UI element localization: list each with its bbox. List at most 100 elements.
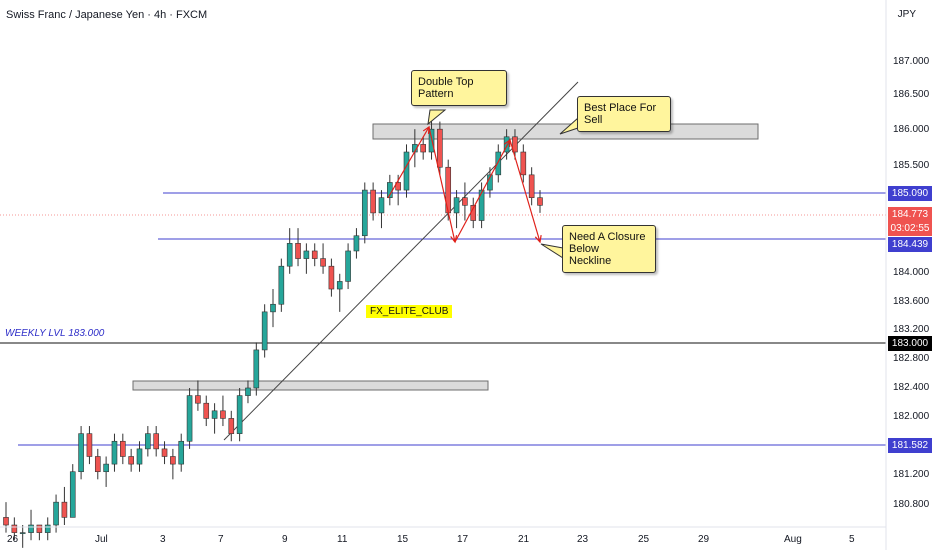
club-tag: FX_ELITE_CLUB xyxy=(366,305,453,318)
best-place-callout: Best Place For Sell xyxy=(577,96,671,132)
lower-level-badge: 181.582 xyxy=(888,438,932,453)
candle-body xyxy=(136,448,143,465)
candle-body xyxy=(495,151,502,176)
arrow-up-1 xyxy=(387,126,430,199)
candle-body xyxy=(328,265,335,290)
candle-body xyxy=(36,524,43,533)
currency-label: JPY xyxy=(897,9,916,20)
candle-body xyxy=(211,410,218,419)
candle-body xyxy=(462,197,468,206)
y-tick-label: 187.000 xyxy=(893,56,930,67)
x-tick-label: 9 xyxy=(282,534,288,545)
candle-body xyxy=(528,174,535,198)
x-tick-label: 7 xyxy=(218,534,224,545)
upper-level-badge: 185.090 xyxy=(888,186,932,201)
need-closure-callout: Need A Closure Below Neckline xyxy=(562,225,656,273)
weekly-level-badge: 183.000 xyxy=(888,336,932,351)
weekly-level-label: WEEKLY LVL 183.000 xyxy=(5,328,105,339)
x-tick-label: 15 xyxy=(397,534,409,545)
countdown-badge: 03:02:55 xyxy=(888,221,932,236)
support-zone xyxy=(132,380,489,391)
candle-body xyxy=(295,243,301,259)
y-tick-label: 184.000 xyxy=(893,267,930,278)
x-tick-label: 26 xyxy=(7,534,19,545)
candle-body xyxy=(195,395,201,404)
candle-body xyxy=(19,532,26,534)
x-tick-label: 25 xyxy=(638,534,650,545)
candle-body xyxy=(78,433,84,473)
candle-body xyxy=(228,418,235,434)
x-tick-label: 11 xyxy=(337,534,348,545)
candle-body xyxy=(178,440,185,465)
symbol-title: Swiss Franc / Japanese Yen · 4h · FXCM xyxy=(6,9,208,21)
candle-body xyxy=(161,448,168,457)
candle-body xyxy=(120,440,126,457)
x-tick-label: 23 xyxy=(577,534,589,545)
need-closure-pointer xyxy=(540,243,564,259)
candle-body xyxy=(303,250,310,259)
candle-body xyxy=(278,265,285,305)
candle-body xyxy=(145,433,151,450)
candle-body xyxy=(520,151,527,176)
y-tick-label: 182.800 xyxy=(893,353,930,364)
candle-body xyxy=(44,524,51,533)
x-tick-label: Aug xyxy=(784,534,802,545)
y-tick-label: 183.600 xyxy=(893,296,930,307)
candle-body xyxy=(253,349,260,389)
candle-body xyxy=(437,128,443,168)
candle-body xyxy=(345,250,351,282)
candle-body xyxy=(311,250,318,259)
candle-body xyxy=(94,456,101,473)
y-tick-label: 186.000 xyxy=(893,124,930,135)
candle-body xyxy=(270,303,276,313)
candle-body xyxy=(320,258,326,267)
candle-body xyxy=(453,197,460,214)
candle-body xyxy=(69,471,76,518)
candle-body xyxy=(403,151,410,191)
y-tick-label: 180.800 xyxy=(893,499,930,510)
candle-body xyxy=(261,311,268,351)
candle-body xyxy=(378,197,385,214)
y-tick-label: 183.200 xyxy=(893,324,930,335)
x-tick-label: 21 xyxy=(518,534,530,545)
candle-body xyxy=(512,136,518,153)
candle-body xyxy=(61,501,68,518)
candle-body xyxy=(3,517,9,526)
current-price-badge: 184.773 xyxy=(888,207,932,222)
x-tick-label: 29 xyxy=(698,534,710,545)
arrow-down-2 xyxy=(509,139,541,243)
arrow-down-2-head xyxy=(534,234,542,244)
candle-body xyxy=(370,189,376,214)
candle-body xyxy=(220,410,226,419)
arrow-down-1 xyxy=(428,126,456,243)
y-tick-label: 186.500 xyxy=(893,89,930,100)
candle-body xyxy=(353,235,360,252)
trend-line xyxy=(223,81,579,441)
double-top-pointer xyxy=(427,109,447,126)
candle-body xyxy=(170,456,176,465)
candle-body xyxy=(128,456,134,465)
x-tick-label: 17 xyxy=(457,534,469,545)
y-tick-label: 182.000 xyxy=(893,411,930,422)
candle-body xyxy=(86,433,93,457)
arrow-up-2 xyxy=(454,139,511,243)
candle-body xyxy=(361,189,368,237)
candle-body xyxy=(336,281,343,290)
x-tick-label: Jul xyxy=(95,534,108,545)
candle-body xyxy=(186,395,193,442)
candle-body xyxy=(503,136,510,153)
y-tick-label: 181.200 xyxy=(893,469,930,480)
candle-body xyxy=(11,524,18,533)
x-tick-label: 5 xyxy=(849,534,855,545)
y-tick-label: 185.500 xyxy=(893,160,930,171)
candle-body xyxy=(103,463,109,473)
candle-body xyxy=(153,433,159,450)
candle-body xyxy=(395,182,401,191)
candle-body xyxy=(203,402,210,419)
neckline-badge: 184.439 xyxy=(888,237,932,252)
y-tick-label: 182.400 xyxy=(893,382,930,393)
candle-body xyxy=(537,197,543,206)
candle-body xyxy=(478,189,485,221)
